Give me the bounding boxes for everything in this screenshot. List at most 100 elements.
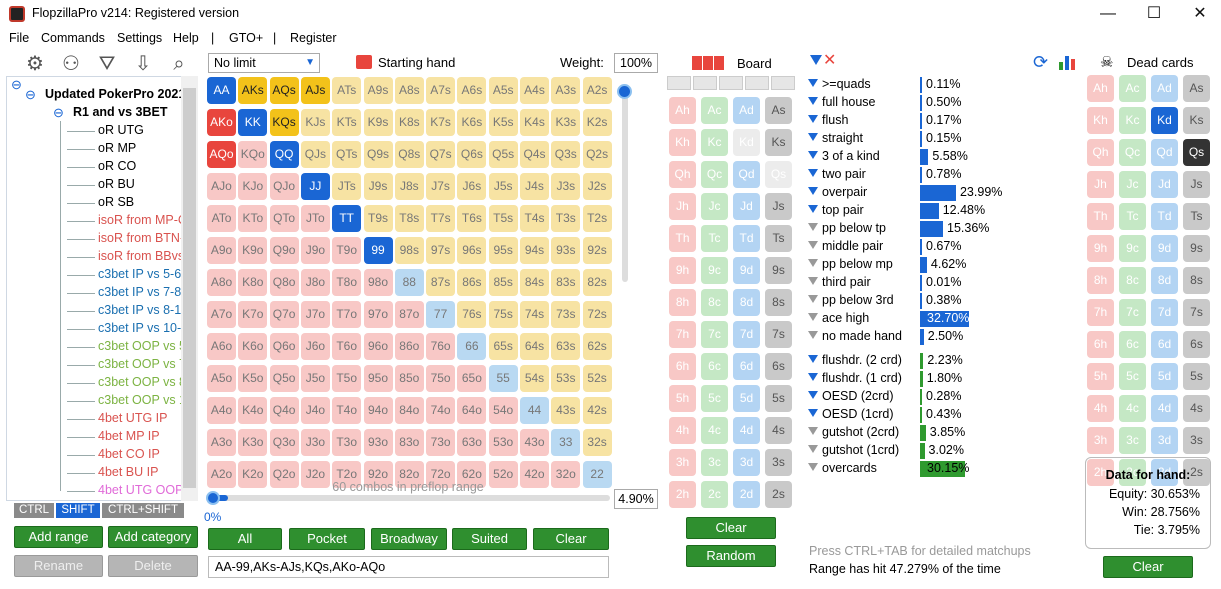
filter-icon[interactable] (808, 79, 818, 87)
board-card[interactable]: 4d (733, 417, 760, 444)
hand-cell[interactable]: K7o (238, 301, 268, 328)
weight-slider-track[interactable] (622, 86, 628, 282)
hand-cell[interactable]: 62o (457, 461, 487, 488)
range-slider-track[interactable] (208, 495, 610, 501)
board-card[interactable]: 7d (733, 321, 760, 348)
pocket-button[interactable]: Pocket (289, 528, 365, 550)
hand-cell[interactable]: 32o (551, 461, 581, 488)
filter-add-icon[interactable]: ⛛ (98, 53, 116, 75)
hand-cell[interactable]: Q9o (269, 237, 299, 264)
dead-card[interactable]: Jd (1151, 171, 1178, 198)
filter-icon[interactable] (808, 373, 818, 381)
hand-cell[interactable]: T3s (551, 205, 581, 232)
hand-cell[interactable]: A9o (207, 237, 236, 264)
hand-cell[interactable]: QJs (300, 141, 330, 168)
hand-cell[interactable]: A7o (207, 301, 236, 328)
hand-cell[interactable]: Q4s (520, 141, 549, 168)
random-button[interactable]: Random (686, 545, 776, 567)
hand-cell[interactable]: 82s (582, 269, 612, 296)
hand-cell[interactable]: T5o (332, 365, 362, 392)
board-card[interactable]: 9h (669, 257, 696, 284)
hand-cell[interactable]: 64s (520, 333, 549, 360)
hand-cell[interactable]: T7o (332, 301, 362, 328)
dead-card[interactable]: 4h (1087, 395, 1114, 422)
rename-button[interactable]: Rename (14, 555, 103, 577)
hand-cell[interactable]: 82o (394, 461, 424, 488)
hand-cell[interactable]: KK (238, 109, 268, 136)
menu-settings[interactable]: Settings (117, 31, 163, 45)
hand-cell[interactable]: T2s (582, 205, 612, 232)
filter-icon[interactable] (808, 259, 818, 267)
tree-item[interactable]: c3bet IP vs 5-6% (98, 267, 193, 281)
hand-cell[interactable]: J7o (300, 301, 330, 328)
hand-cell[interactable]: 65o (457, 365, 487, 392)
filter-icon[interactable] (808, 427, 818, 435)
dead-card[interactable]: 2c (1119, 459, 1146, 486)
hand-cell[interactable]: Q9s (363, 141, 393, 168)
tree-item[interactable]: c3bet IP vs 8-10% (98, 303, 198, 317)
hand-cell[interactable]: K3s (551, 109, 581, 136)
chart-icon[interactable] (1058, 54, 1076, 70)
all-button[interactable]: All (208, 528, 282, 550)
tree-item[interactable]: oR UTG (98, 123, 144, 137)
hand-cell[interactable]: 94s (520, 237, 549, 264)
board-card[interactable]: 2s (765, 481, 792, 508)
collapse-icon[interactable]: ⊖ (53, 105, 64, 120)
add-range-button[interactable]: Add range (14, 526, 103, 548)
hand-cell[interactable]: Q5o (269, 365, 299, 392)
hand-cell[interactable]: 98s (394, 237, 424, 264)
board-card[interactable]: Qs (765, 161, 792, 188)
filter-icon[interactable] (808, 409, 818, 417)
filter-icon[interactable] (808, 331, 818, 339)
hand-cell[interactable]: 64o (457, 397, 487, 424)
hand-cell[interactable]: AA (207, 77, 236, 104)
hand-cell[interactable]: Q7o (269, 301, 299, 328)
dead-card[interactable]: Ts (1183, 203, 1210, 230)
board-card[interactable]: 4c (701, 417, 728, 444)
dead-card[interactable]: Th (1087, 203, 1114, 230)
dead-card[interactable]: Jh (1087, 171, 1114, 198)
hand-cell[interactable]: AJs (300, 77, 330, 104)
dead-card[interactable]: 8c (1119, 267, 1146, 294)
hand-cell[interactable]: Q5s (488, 141, 518, 168)
hand-cell[interactable]: K8o (238, 269, 268, 296)
menu-file[interactable]: File (9, 31, 30, 45)
hand-cell[interactable]: K9s (363, 109, 393, 136)
board-card[interactable]: 8c (701, 289, 728, 316)
hand-cell[interactable]: K7s (426, 109, 456, 136)
dead-card[interactable]: 3h (1087, 427, 1114, 454)
hand-cell[interactable]: 98o (363, 269, 393, 296)
dead-card[interactable]: 7h (1087, 299, 1114, 326)
tree-item[interactable]: c3bet IP vs 7-8% (98, 285, 193, 299)
hand-cell[interactable]: 87o (394, 301, 424, 328)
dead-card[interactable]: Kh (1087, 107, 1114, 134)
filter-icon[interactable] (808, 313, 818, 321)
board-card[interactable]: Jd (733, 193, 760, 220)
add-category-button[interactable]: Add category (108, 526, 198, 548)
dead-card[interactable]: 8h (1087, 267, 1114, 294)
board-card[interactable]: 7c (701, 321, 728, 348)
board-card[interactable]: 9s (765, 257, 792, 284)
filter-icon[interactable] (808, 151, 818, 159)
clear-range-button[interactable]: Clear (533, 528, 609, 550)
board-card[interactable]: 4h (669, 417, 696, 444)
board-card[interactable]: 3c (701, 449, 728, 476)
board-card[interactable]: 4s (765, 417, 792, 444)
hand-cell[interactable]: KTs (332, 109, 362, 136)
hand-cell[interactable]: 72s (582, 301, 612, 328)
dead-card[interactable]: 6c (1119, 331, 1146, 358)
hand-cell[interactable]: ATo (207, 205, 236, 232)
hand-cell[interactable]: 86o (394, 333, 424, 360)
hand-cell[interactable]: A3s (551, 77, 581, 104)
hand-cell[interactable]: 54s (520, 365, 549, 392)
hand-cell[interactable]: 93o (363, 429, 393, 456)
dead-card[interactable]: Qs (1183, 139, 1210, 166)
dead-card[interactable]: 6d (1151, 331, 1178, 358)
tree-item[interactable]: 4bet UTG IP (98, 411, 168, 425)
board-clear-button[interactable]: Clear (686, 517, 776, 539)
board-card[interactable]: 5s (765, 385, 792, 412)
board-card[interactable]: Qd (733, 161, 760, 188)
hand-cell[interactable]: J4s (520, 173, 549, 200)
tree-scroll-thumb[interactable] (183, 88, 196, 488)
board-card[interactable]: Js (765, 193, 792, 220)
